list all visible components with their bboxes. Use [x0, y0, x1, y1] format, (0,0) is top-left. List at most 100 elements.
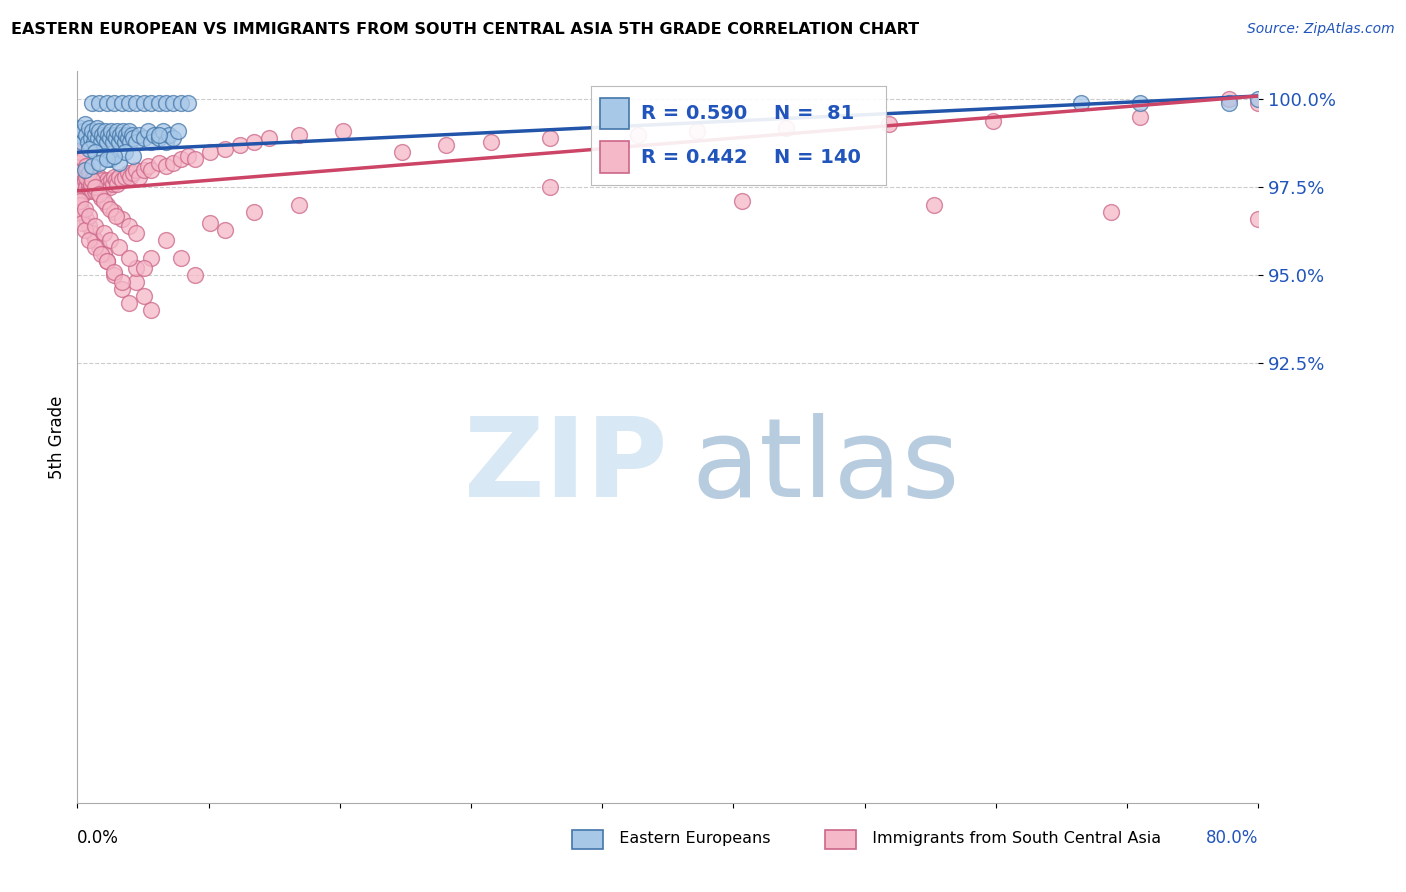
Point	[155, 159, 177, 173]
Point	[111, 276, 132, 290]
Point	[89, 95, 111, 110]
Point	[83, 135, 105, 149]
Point	[75, 128, 97, 142]
Point	[98, 233, 121, 247]
Point	[96, 254, 118, 268]
Point	[1129, 110, 1152, 124]
Point	[77, 120, 100, 135]
Text: atlas: atlas	[692, 413, 960, 520]
Bar	[600, 141, 630, 173]
Point	[84, 184, 107, 198]
Point	[89, 155, 111, 169]
Point	[108, 128, 131, 142]
Point	[66, 166, 89, 180]
Point	[70, 135, 93, 149]
Point	[1218, 95, 1240, 110]
Point	[879, 117, 901, 131]
Point	[107, 135, 129, 149]
Point	[96, 254, 118, 268]
Point	[117, 166, 139, 180]
Point	[77, 166, 100, 180]
Point	[111, 282, 132, 296]
Point	[141, 251, 163, 265]
Point	[243, 205, 266, 219]
Point	[111, 95, 132, 110]
Point	[72, 124, 94, 138]
Point	[67, 169, 90, 184]
Point	[96, 198, 118, 212]
Point	[73, 202, 96, 216]
Point	[132, 261, 155, 276]
Point	[89, 124, 111, 138]
Point	[69, 198, 91, 212]
Point	[214, 142, 236, 156]
Point	[200, 145, 222, 160]
Point	[87, 177, 110, 191]
Point	[118, 251, 141, 265]
Point	[98, 202, 121, 216]
Point	[101, 135, 124, 149]
Point	[97, 128, 120, 142]
Point	[104, 209, 127, 223]
Point	[214, 222, 236, 236]
Point	[75, 159, 97, 173]
Point	[170, 95, 193, 110]
Point	[627, 128, 650, 142]
Point	[107, 155, 129, 169]
Point	[66, 191, 89, 205]
Point	[103, 205, 125, 219]
Point	[84, 128, 107, 142]
Point	[141, 162, 163, 177]
Point	[90, 247, 112, 261]
Point	[66, 128, 89, 142]
Text: Immigrants from South Central Asia: Immigrants from South Central Asia	[862, 831, 1161, 846]
Point	[73, 117, 96, 131]
Point	[84, 180, 107, 194]
Point	[155, 95, 177, 110]
Point	[90, 135, 112, 149]
Point	[84, 240, 107, 254]
Point	[122, 149, 145, 163]
Point	[93, 149, 115, 163]
Point	[128, 169, 150, 184]
Point	[72, 177, 94, 191]
Point	[391, 145, 413, 160]
Point	[93, 131, 115, 145]
Point	[100, 124, 122, 138]
Point	[288, 128, 311, 142]
Point	[436, 138, 458, 153]
Point	[132, 162, 155, 177]
Point	[98, 131, 121, 145]
Point	[76, 135, 98, 149]
Point	[125, 95, 148, 110]
Point	[184, 153, 207, 167]
Point	[118, 219, 141, 233]
Point	[117, 131, 139, 145]
Point	[84, 233, 107, 247]
Point	[82, 173, 104, 187]
Point	[177, 149, 200, 163]
Point	[686, 124, 709, 138]
Point	[101, 177, 124, 191]
Point	[104, 131, 127, 145]
Point	[111, 131, 132, 145]
Point	[70, 169, 93, 184]
Point	[84, 145, 107, 160]
Point	[981, 113, 1004, 128]
Point	[152, 124, 174, 138]
Point	[132, 289, 155, 303]
Point	[166, 124, 188, 138]
Text: 80.0%: 80.0%	[1206, 830, 1258, 847]
Point	[162, 155, 184, 169]
Point	[155, 135, 177, 149]
Text: N = 140: N = 140	[775, 147, 860, 167]
Point	[87, 131, 110, 145]
Point	[1247, 212, 1270, 227]
Point	[141, 135, 163, 149]
Point	[82, 95, 104, 110]
Point	[288, 198, 311, 212]
Point	[170, 251, 193, 265]
Point	[200, 216, 222, 230]
Text: ZIP: ZIP	[464, 413, 668, 520]
Text: EASTERN EUROPEAN VS IMMIGRANTS FROM SOUTH CENTRAL ASIA 5TH GRADE CORRELATION CHA: EASTERN EUROPEAN VS IMMIGRANTS FROM SOUT…	[11, 22, 920, 37]
